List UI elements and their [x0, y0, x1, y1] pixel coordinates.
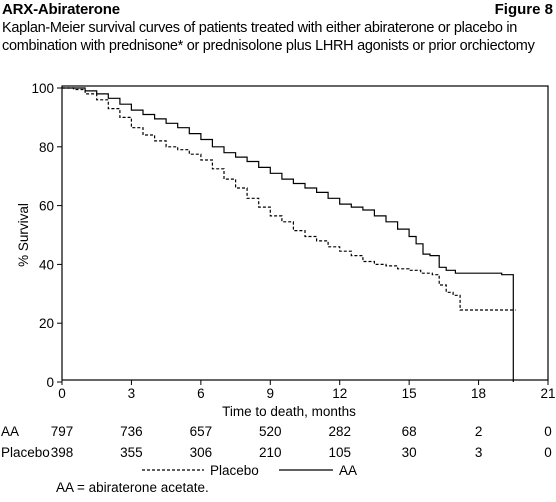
- risk-value: 0: [544, 445, 552, 460]
- risk-value: 210: [259, 445, 282, 460]
- header: ARX-Abiraterone Figure 8: [0, 0, 556, 20]
- risk-value: 2: [475, 424, 483, 439]
- plot-frame: [61, 85, 549, 381]
- y-tick-label: 40: [39, 257, 54, 272]
- risk-value: 68: [402, 424, 417, 439]
- risk-value: 657: [190, 424, 213, 439]
- risk-value: 0: [544, 424, 552, 439]
- x-tick-label: 12: [332, 386, 347, 401]
- caption-line-2: combination with prednisone* or predniso…: [2, 38, 535, 54]
- footnote: AA = abiraterone acetate.: [56, 480, 209, 495]
- legend-label-aa: AA: [339, 463, 357, 478]
- risk-value: 355: [120, 445, 143, 460]
- x-tick-label: 9: [267, 386, 275, 401]
- risk-value: 282: [328, 424, 351, 439]
- x-tick-label: 0: [58, 386, 66, 401]
- y-tick-label: 20: [39, 316, 54, 331]
- document-title: ARX-Abiraterone: [2, 1, 120, 18]
- x-tick-label: 15: [402, 386, 417, 401]
- x-tick-label: 3: [128, 386, 136, 401]
- caption-line-1: Kaplan-Meier survival curves of patients…: [2, 20, 518, 36]
- y-tick-label: 0: [46, 375, 54, 390]
- risk-value: 736: [120, 424, 143, 439]
- figure-caption: Kaplan-Meier survival curves of patients…: [2, 19, 554, 55]
- risk-value: 520: [259, 424, 282, 439]
- y-tick-label: 80: [39, 140, 54, 155]
- y-tick-label: 60: [39, 199, 54, 214]
- series-line-placebo: [62, 87, 516, 311]
- y-axis-title: % Survival: [16, 203, 31, 267]
- risk-value: 105: [328, 445, 351, 460]
- x-tick-label: 18: [471, 386, 486, 401]
- risk-row-label: AA: [1, 424, 19, 439]
- risk-value: 398: [51, 445, 74, 460]
- x-tick-label: 6: [197, 386, 205, 401]
- y-tick-label: 100: [31, 81, 54, 96]
- x-axis-title: Time to death, months: [222, 404, 356, 419]
- figure-label: Figure 8: [494, 1, 553, 18]
- risk-value: 797: [51, 424, 74, 439]
- risk-value: 306: [190, 445, 213, 460]
- legend-label-placebo: Placebo: [210, 463, 259, 478]
- risk-value: 30: [402, 445, 417, 460]
- risk-row-label: Placebo: [1, 445, 50, 460]
- x-tick-label: 21: [540, 386, 555, 401]
- series-line-aa: [62, 87, 514, 382]
- risk-value: 3: [475, 445, 483, 460]
